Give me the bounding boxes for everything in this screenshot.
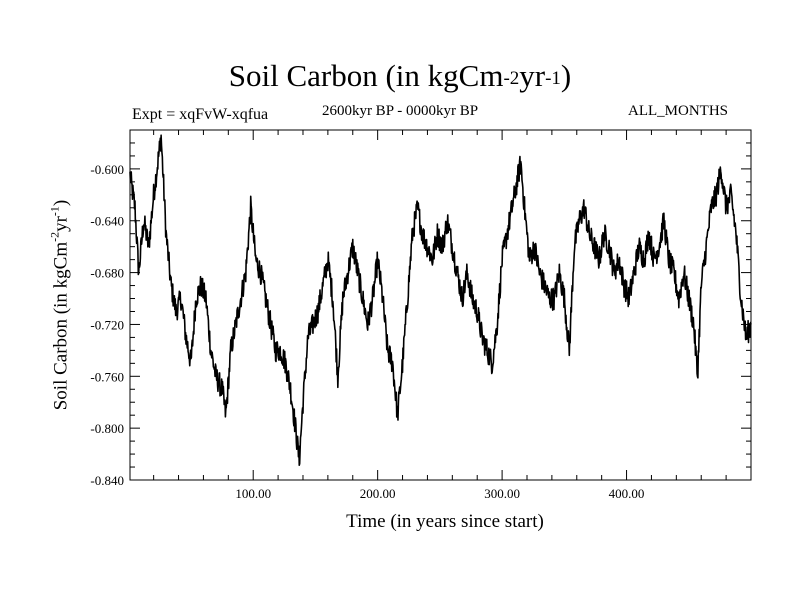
plot-frame [129, 129, 752, 481]
y-tick-label: -0.600 [90, 162, 124, 177]
x-tick-label: 300.00 [484, 486, 520, 501]
experiment-label: Expt = xqFvW-xqfua [132, 106, 269, 123]
y-tick-label: -0.720 [90, 317, 124, 332]
title-end: ) [560, 58, 572, 93]
x-tick-label: 400.00 [609, 486, 645, 501]
chart-title: Soil Carbon (in kgCm-2yr-1) [0, 58, 800, 94]
months-label: ALL_MONTHS [628, 103, 728, 119]
title-main: Soil Carbon (in kgCm [228, 58, 504, 93]
y-tick-label: -0.840 [90, 473, 124, 488]
series-line [129, 134, 752, 467]
axis-ticks [130, 129, 751, 481]
tick-labels: 100.00 200.00 300.00 400.00 -0.840 -0.800 -0.7… [90, 162, 644, 501]
title-sup-1: -2 [503, 68, 520, 89]
title-mid: yr [519, 58, 546, 93]
y-tick-label: -0.760 [90, 369, 124, 384]
series-group [129, 134, 752, 467]
x-tick-label: 100.00 [235, 486, 271, 501]
y-tick-label: -0.640 [90, 214, 124, 229]
y-tick-label: -0.800 [90, 421, 124, 436]
title-sup-2: -1 [545, 68, 561, 89]
chart-subtitle: 2600kyr BP - 0000kyr BP [321, 103, 479, 119]
y-tick-label: -0.680 [90, 266, 124, 281]
x-axis-label: Time (in years since start) [346, 511, 544, 532]
x-tick-label: 200.00 [360, 486, 396, 501]
